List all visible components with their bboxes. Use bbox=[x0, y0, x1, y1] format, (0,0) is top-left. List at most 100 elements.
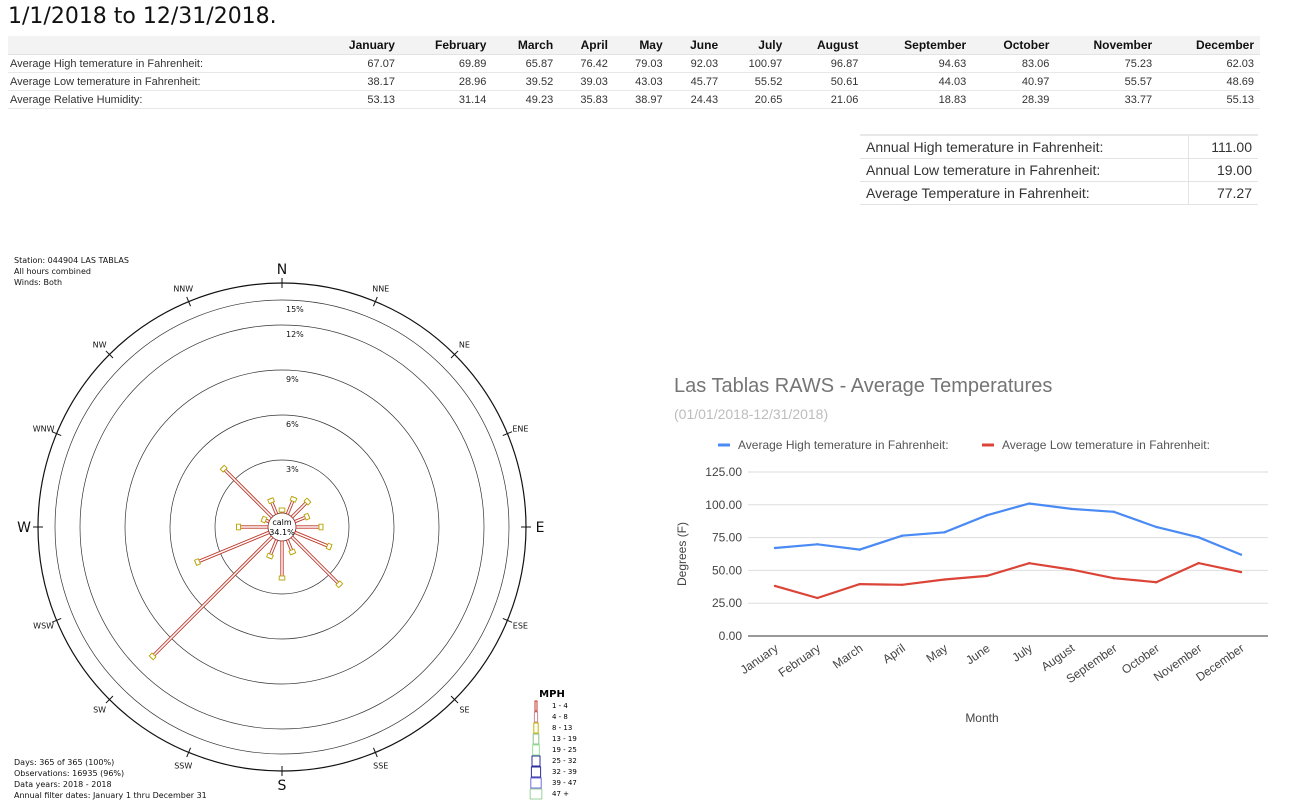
x-tick-label: May bbox=[924, 641, 951, 665]
rose-ring bbox=[79, 324, 485, 730]
month-header: April bbox=[559, 36, 614, 55]
y-axis-label: Degrees (F) bbox=[675, 522, 689, 586]
table-cell: 65.87 bbox=[492, 54, 560, 73]
monthly-table-header: January February March April May June July Augu… bbox=[8, 36, 1260, 55]
table-row: Annual Low temerature in Fahrenheit: 19.0… bbox=[860, 158, 1258, 182]
row-label: Average High temerature in Fahrenheit: bbox=[8, 54, 318, 73]
legend-swatch bbox=[533, 711, 539, 723]
table-cell: 28.96 bbox=[400, 72, 493, 91]
data-point bbox=[1155, 525, 1158, 529]
legend-label: 4 - 8 bbox=[552, 713, 568, 721]
table-cell: 62.03 bbox=[1158, 54, 1260, 73]
rose-direction-tick bbox=[105, 350, 114, 359]
y-tick-label: 100.00 bbox=[705, 498, 742, 512]
table-cell: 35.83 bbox=[559, 90, 614, 109]
table-cell: 40.97 bbox=[972, 72, 1056, 91]
data-point bbox=[773, 546, 777, 550]
month-header: September bbox=[864, 36, 973, 55]
month-header: August bbox=[788, 36, 865, 55]
legend-swatch bbox=[530, 777, 542, 789]
row-label: Average Low temerature in Fahrenheit: bbox=[8, 72, 318, 91]
rose-spoke bbox=[290, 535, 344, 589]
legend-label: 47 + bbox=[552, 790, 569, 798]
rose-direction-label: NNW bbox=[173, 285, 193, 294]
rose-direction-tick bbox=[186, 296, 192, 307]
legend-swatch bbox=[529, 788, 543, 800]
table-cell: 55.52 bbox=[724, 72, 789, 91]
rose-direction-label: NNE bbox=[372, 285, 389, 294]
table-row: Average Relative Humidity: 53.13 31.14 49.2… bbox=[8, 90, 1260, 109]
table-cell: 69.89 bbox=[400, 54, 493, 73]
table-cell: 48.69 bbox=[1158, 72, 1260, 91]
annual-value: 19.00 bbox=[1187, 158, 1258, 182]
month-header: March bbox=[492, 36, 560, 55]
series-line bbox=[774, 502, 1242, 556]
y-tick-label: 25.00 bbox=[712, 596, 742, 610]
rose-direction-tick bbox=[502, 431, 513, 437]
rose-direction-label: ESE bbox=[513, 622, 528, 631]
rose-direction-label: NE bbox=[459, 341, 470, 350]
x-tick-label: February bbox=[776, 641, 823, 680]
rose-spoke bbox=[148, 535, 274, 661]
month-header: May bbox=[613, 36, 669, 55]
data-point bbox=[1070, 507, 1073, 511]
legend-label: 32 - 39 bbox=[552, 768, 577, 776]
annual-value: 77.27 bbox=[1187, 181, 1258, 205]
legend-swatch bbox=[531, 755, 541, 767]
temperature-line-chart: Las Tablas RAWS - Average Temperatures (0… bbox=[674, 375, 1268, 725]
month-header: June bbox=[668, 36, 725, 55]
table-row: Average Low temerature in Fahrenheit: 38.… bbox=[8, 72, 1260, 91]
data-point bbox=[1112, 577, 1116, 580]
x-tick-label: April bbox=[880, 641, 908, 666]
table-cell: 44.03 bbox=[864, 72, 973, 91]
rose-spoke bbox=[278, 507, 286, 514]
table-cell: 18.83 bbox=[864, 90, 973, 109]
rose-info-line: Data years: 2018 - 2018 bbox=[14, 780, 112, 789]
data-point bbox=[1027, 561, 1031, 565]
x-tick-label: January bbox=[738, 641, 781, 677]
rose-info-line: Observations: 16935 (96%) bbox=[14, 769, 125, 778]
rose-direction-label: N bbox=[277, 262, 287, 278]
rose-ring-label: 3% bbox=[286, 465, 299, 474]
rose-spoke bbox=[293, 512, 311, 524]
table-cell: 67.07 bbox=[317, 54, 401, 73]
data-point bbox=[858, 582, 861, 586]
table-cell: 38.17 bbox=[317, 72, 401, 91]
data-point bbox=[1155, 581, 1158, 584]
rose-direction-tick bbox=[51, 431, 62, 437]
rose-info-line: Days: 365 of 365 (100%) bbox=[14, 758, 115, 767]
rose-direction-tick bbox=[372, 747, 378, 758]
rose-direction-tick bbox=[450, 695, 459, 704]
rose-spoke bbox=[278, 540, 286, 581]
rose-info-line: Winds: Both bbox=[14, 278, 63, 287]
data-point bbox=[985, 574, 989, 578]
month-header: July bbox=[724, 36, 789, 55]
x-tick-label: June bbox=[963, 641, 993, 668]
rose-spoke bbox=[285, 495, 298, 516]
month-header: February bbox=[400, 36, 493, 55]
rose-direction-label: SSW bbox=[174, 761, 192, 770]
rose-spoke bbox=[293, 530, 333, 551]
chart-title: Las Tablas RAWS - Average Temperatures bbox=[674, 375, 1052, 397]
annual-label: Annual Low temerature in Fahrenheit: bbox=[860, 158, 1189, 182]
y-tick-label: 125.00 bbox=[705, 465, 742, 479]
y-tick-label: 75.00 bbox=[712, 531, 742, 545]
table-cell: 96.87 bbox=[788, 54, 865, 73]
rose-ring-label: 12% bbox=[286, 330, 304, 339]
table-row: Average High temerature in Fahrenheit: 67… bbox=[8, 54, 1260, 73]
table-cell: 39.52 bbox=[492, 72, 560, 91]
data-point bbox=[1070, 568, 1073, 571]
table-cell: 28.39 bbox=[972, 90, 1056, 109]
page-heading: 1/1/2018 to 12/31/2018. bbox=[8, 4, 277, 29]
data-point bbox=[1112, 510, 1116, 514]
data-point bbox=[1027, 502, 1031, 505]
data-point bbox=[1239, 570, 1243, 574]
legend-swatch bbox=[530, 766, 542, 778]
rose-info-top: Station: 044904 LAS TABLAS All hours comb… bbox=[14, 255, 129, 288]
table-cell: 49.23 bbox=[492, 90, 560, 109]
rose-info-line: Station: 044904 LAS TABLAS bbox=[14, 256, 129, 265]
rose-direction-tick bbox=[105, 695, 114, 704]
rose-ring bbox=[54, 299, 510, 755]
rose-info-line: Annual filter dates: January 1 thru Dece… bbox=[14, 791, 207, 800]
